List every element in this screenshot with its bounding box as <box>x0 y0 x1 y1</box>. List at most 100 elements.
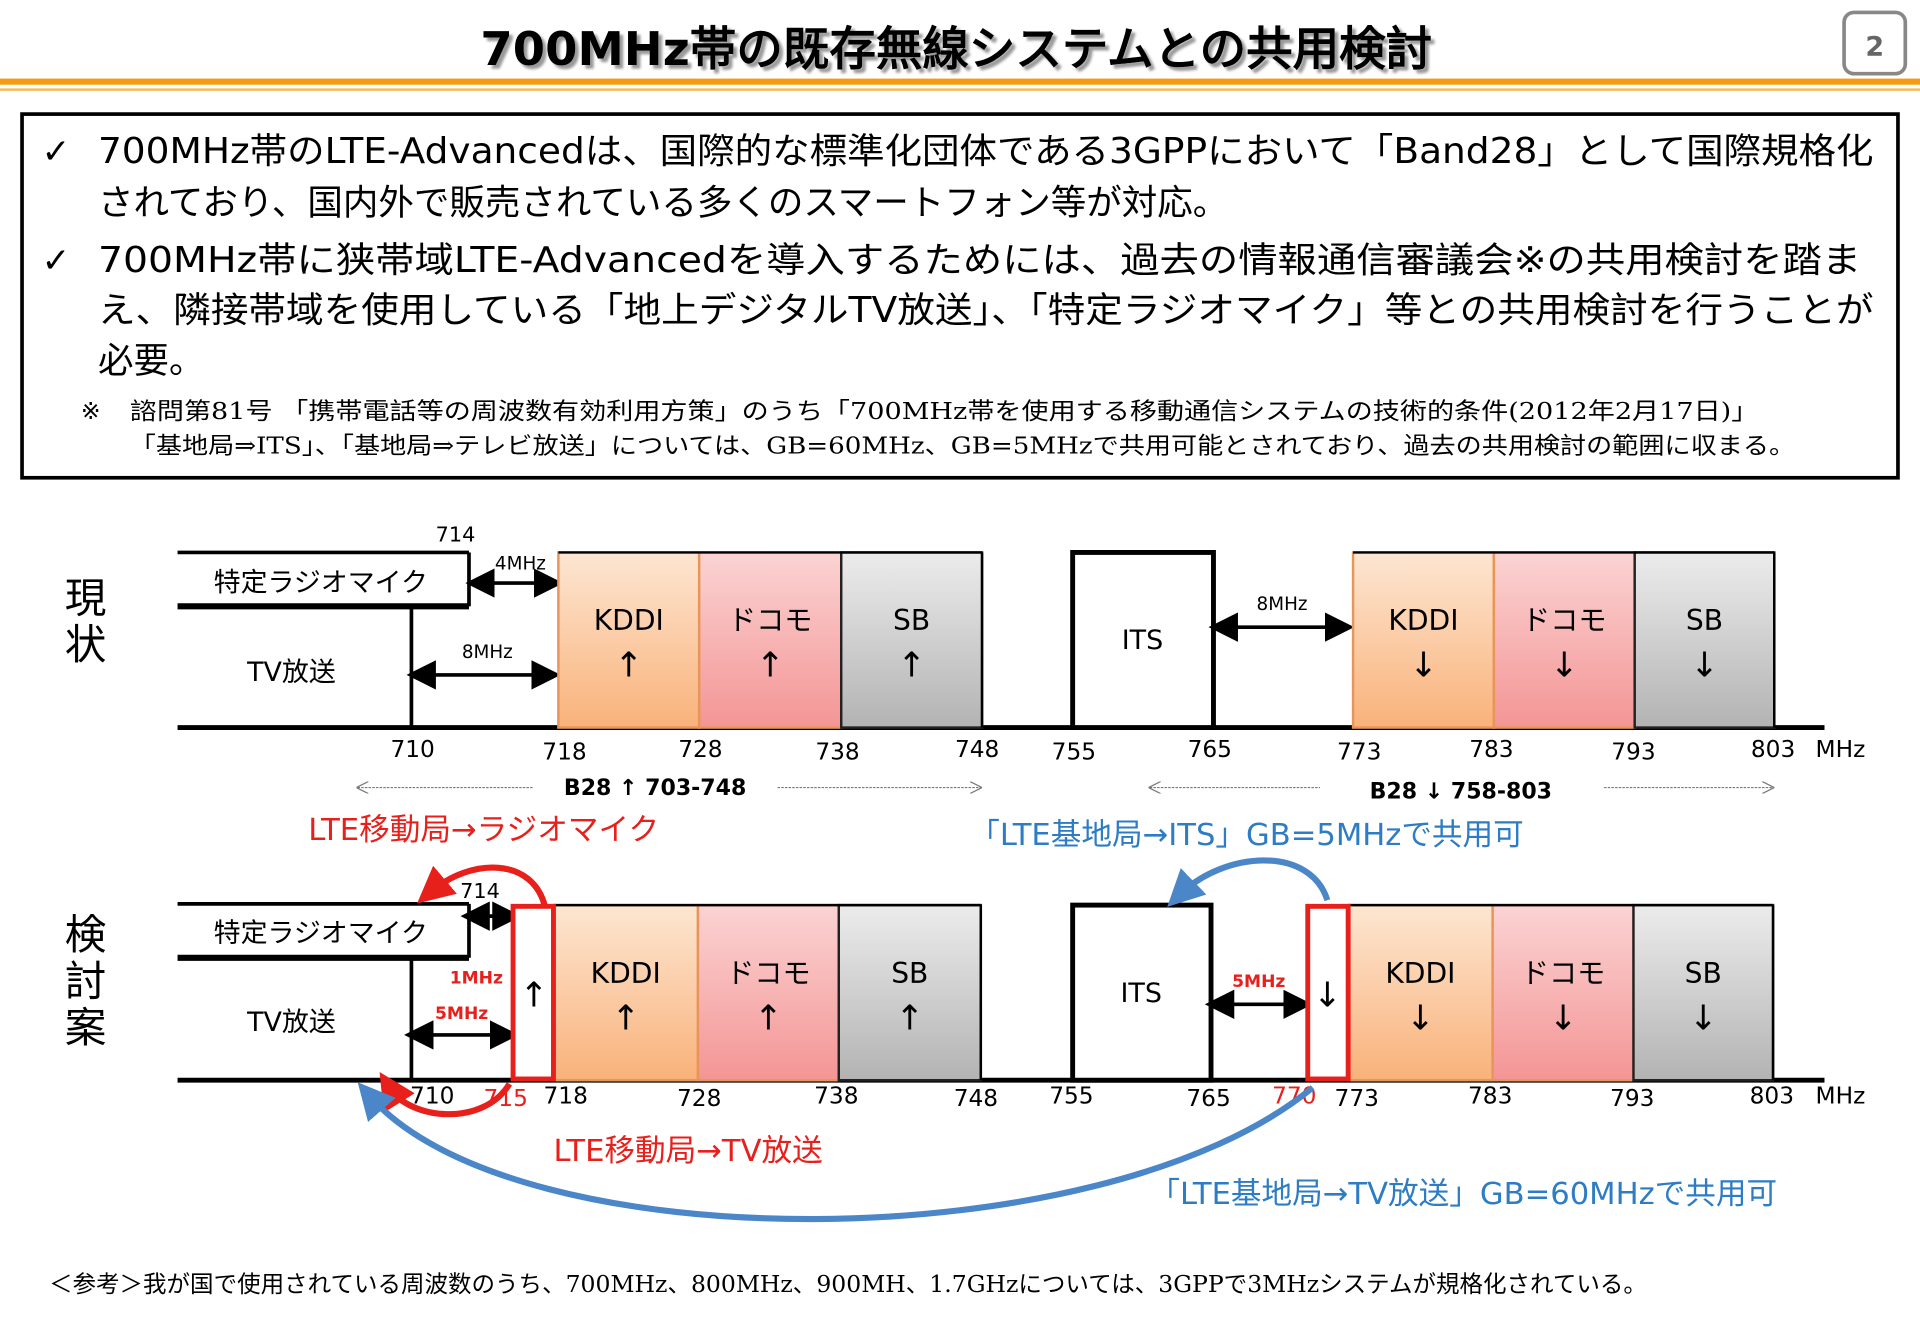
its-label: ITS <box>1120 978 1161 1009</box>
page-number-box <box>1842 10 1908 76</box>
base-to-tv-curve-arrow <box>357 1082 1315 1223</box>
mobile-to-mic-curve-arrow <box>417 864 548 908</box>
tick-label: 773 <box>1335 1085 1379 1112</box>
uplink-arrow-icon: ↑ <box>897 646 926 686</box>
tick-label: 718 <box>544 1082 588 1109</box>
row-label-current: 現状 <box>58 576 107 669</box>
gap-its-label: 5MHz <box>1232 972 1285 992</box>
annotation-mobile-to-tv: LTE移動局→TV放送 <box>554 1134 823 1169</box>
annotation-mobile-to-mic: LTE移動局→ラジオマイク <box>308 813 659 848</box>
title-underline-thin <box>0 88 1920 91</box>
tick-label: 783 <box>1469 736 1513 763</box>
title-underline <box>0 78 1920 85</box>
label-714: 714 <box>436 522 476 546</box>
gap-tv-label: 8MHz <box>462 642 513 663</box>
annotation-base-to-tv: 「LTE基地局→TV放送」GB=60MHzで共用可 <box>1149 1177 1777 1212</box>
gap-its-label: 8MHz <box>1257 594 1308 615</box>
downlink-arrow-icon: ↓ <box>1689 998 1718 1038</box>
tick-label: 773 <box>1337 738 1381 765</box>
gap-mic-label: 1MHz <box>450 968 503 988</box>
downlink-arrow-icon: ↓ <box>1550 646 1579 686</box>
operator-label: ドコモ <box>1521 957 1605 990</box>
down-arrow-icon: ↓ <box>1313 976 1342 1016</box>
diagram-proposal: 検討案 特定ラジオマイク TV放送 714 1MHz 5MHz KDDI ↑ ドコモ… <box>58 879 1866 1112</box>
page-number: 2 <box>1865 31 1884 62</box>
bullet-text: 700MHz帯のLTE-Advancedは、国際的な標準化団体である3GPPにお… <box>98 131 1874 172</box>
new-downlink-block <box>1305 903 1351 1082</box>
band-downlink-SB <box>1632 903 1775 1082</box>
new-uplink-block <box>510 903 556 1082</box>
row-label-proposal: 検討案 <box>58 912 107 1052</box>
radio-mic-label: 特定ラジオマイク <box>214 918 428 949</box>
check-icon: ✓ <box>42 241 71 281</box>
tick-label: 803 <box>1750 1082 1794 1109</box>
operator-label: KDDI <box>1388 604 1458 637</box>
downlink-arrow-icon: ↓ <box>1406 998 1435 1038</box>
uplink-arrow-icon: ↑ <box>895 998 924 1038</box>
downlink-arrow-icon: ↓ <box>1549 998 1578 1038</box>
tick-label: 718 <box>542 738 586 765</box>
tick-label: 783 <box>1468 1082 1512 1109</box>
operator-label: KDDI <box>591 957 661 990</box>
tick-label: 793 <box>1611 738 1655 765</box>
downlink-arrow-icon: ↓ <box>1409 646 1438 686</box>
tv-label: TV放送 <box>246 1007 336 1038</box>
band-downlink-KDDI <box>1346 903 1494 1082</box>
tv-label: TV放送 <box>246 657 336 688</box>
operator-label: ドコモ <box>728 604 812 637</box>
band-uplink-ドコモ <box>697 551 843 729</box>
band-uplink-SB <box>837 903 983 1082</box>
band-uplink-SB <box>840 551 984 729</box>
unit-label: MHz <box>1816 736 1866 763</box>
band-uplink-KDDI <box>557 551 701 729</box>
gap-mic-label: 4MHz <box>495 554 546 575</box>
tick-label: 738 <box>814 1082 858 1109</box>
footnote-line: 諮問第81号 「携帯電話等の周波数有効利用方策」のうち「700MHz帯を使用する… <box>130 398 1759 425</box>
tick-label: 710 <box>410 1082 454 1109</box>
bullet-text: え、隣接帯域を使用している「地上デジタルTV放送」、「特定ラジオマイク」等との共… <box>98 290 1874 331</box>
tick-label: 748 <box>954 1085 998 1112</box>
band-downlink-ドコモ <box>1491 903 1635 1082</box>
uplink-arrow-icon: ↑ <box>611 998 640 1038</box>
bullet-text: 700MHz帯に狭帯域LTE-Advancedを導入するためには、過去の情報通信… <box>98 240 1861 281</box>
its-block <box>1070 550 1216 731</box>
bullet-text: されており、国内外で販売されている多くのスマートフォン等が対応。 <box>98 183 1228 224</box>
operator-label: SB <box>893 604 930 637</box>
diagram-current: 現状 特定ラジオマイク TV放送 714 4MHz 8MHz ITS 8MHz … <box>58 522 1866 804</box>
unit-label: MHz <box>1816 1082 1866 1109</box>
tick-label: 728 <box>677 1085 721 1112</box>
radio-mic-label: 特定ラジオマイク <box>214 568 428 599</box>
uplink-arrow-icon: ↑ <box>756 646 785 686</box>
check-icon: ✓ <box>42 132 71 172</box>
tick-label: 755 <box>1049 1082 1093 1109</box>
b28-down-label: B28 ↓ 758-803 <box>1370 780 1552 805</box>
tick-label: 765 <box>1188 736 1232 763</box>
tick-label: 793 <box>1610 1085 1654 1112</box>
b28-up-label: B28 ↑ 703-748 <box>564 776 746 801</box>
operator-label: SB <box>1686 604 1723 637</box>
band-uplink-ドコモ <box>696 903 840 1082</box>
tick-label: 803 <box>1751 736 1795 763</box>
band-downlink-ドコモ <box>1492 551 1636 729</box>
operator-label: SB <box>1685 957 1722 990</box>
band-uplink-KDDI <box>552 903 700 1082</box>
label-714: 714 <box>460 879 500 903</box>
reference-note: ＜参考＞我が国で使用されている周波数のうち、700MHz、800MHz、900M… <box>49 1271 1647 1298</box>
tick-label: 728 <box>678 736 722 763</box>
operator-label: KDDI <box>1385 957 1455 990</box>
gap-tv-label: 5MHz <box>435 1004 488 1024</box>
base-to-its-curve-arrow <box>1167 857 1331 907</box>
summary-bullet-1: ✓ 700MHz帯のLTE-Advancedは、国際的な標準化団体である3GPP… <box>42 131 1874 223</box>
band-downlink-KDDI <box>1351 551 1496 729</box>
annotation-base-to-its: 「LTE基地局→ITS」GB=5MHzで共用可 <box>969 818 1524 853</box>
mobile-to-tv-curve-arrow <box>379 1072 513 1118</box>
footnote-line: 「基地局⇒ITS」、「基地局⇒テレビ放送」については、GB=60MHz、GB=5… <box>130 432 1795 459</box>
up-arrow-icon: ↑ <box>520 976 549 1016</box>
tick-label: 765 <box>1186 1085 1230 1112</box>
radio-mic-block <box>177 552 469 607</box>
its-label: ITS <box>1122 625 1163 656</box>
operator-label: ドコモ <box>1522 604 1606 637</box>
summary-bullet-2: ✓ 700MHz帯に狭帯域LTE-Advancedを導入するためには、過去の情報… <box>42 240 1874 381</box>
operator-label: SB <box>891 957 928 990</box>
